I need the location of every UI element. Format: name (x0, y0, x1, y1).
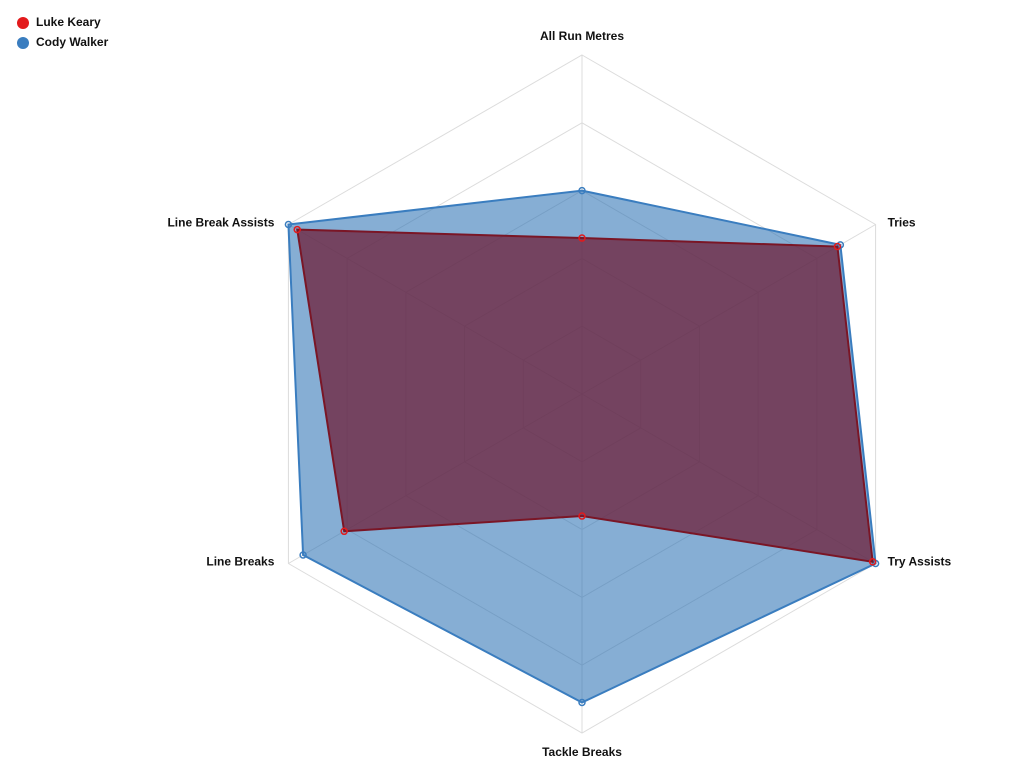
axis-label: All Run Metres (540, 29, 624, 43)
data-point (578, 234, 586, 242)
axis-label: Tackle Breaks (542, 745, 622, 759)
data-point (299, 551, 307, 559)
data-point (833, 242, 842, 251)
data-point (284, 220, 293, 229)
data-point (578, 512, 586, 520)
data-point (578, 698, 586, 707)
axis-label: Try Assists (888, 555, 952, 569)
legend-marker (17, 37, 29, 49)
data-point (293, 225, 301, 234)
axis-label: Line Breaks (206, 555, 274, 569)
legend-label: Luke Keary (36, 15, 101, 29)
data-point (578, 186, 586, 195)
data-point (868, 558, 877, 566)
legend-marker (17, 17, 29, 29)
series-area (296, 228, 874, 563)
axis-label: Line Break Assists (167, 216, 274, 230)
axis-label: Tries (888, 216, 916, 230)
legend-label: Cody Walker (36, 35, 109, 49)
data-point (340, 527, 348, 536)
